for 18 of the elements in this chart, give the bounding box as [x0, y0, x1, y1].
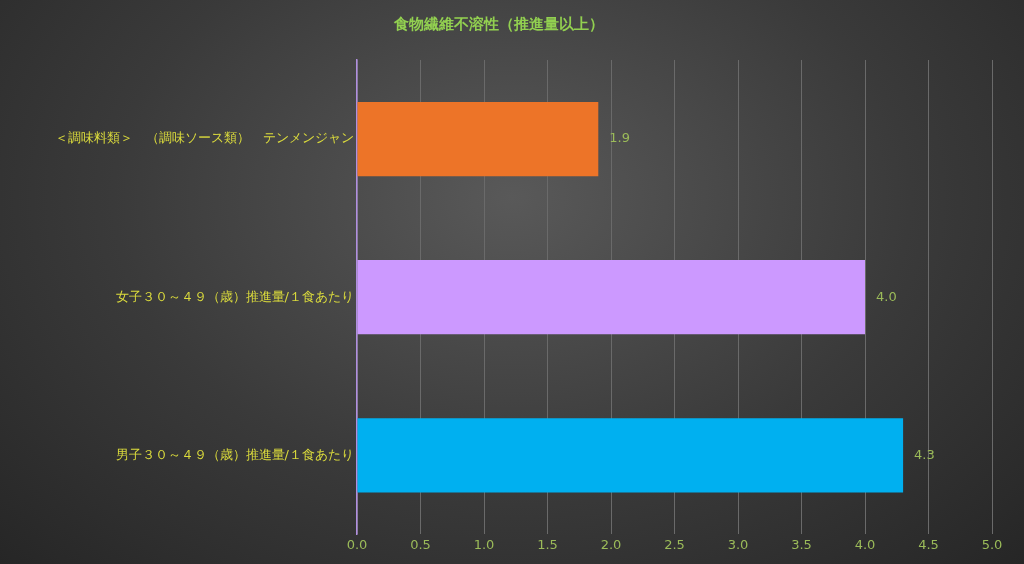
chart-title: 食物繊維不溶性（推進量以上）	[393, 14, 604, 33]
x-tick-label: 5.0	[981, 536, 1003, 552]
x-tick-label: 1.0	[473, 536, 495, 552]
x-tick-label: 4.5	[918, 536, 939, 552]
x-tick-label: 0.5	[410, 536, 431, 552]
x-tick-label: 3.0	[727, 536, 749, 552]
x-tick-label: 1.5	[537, 536, 558, 552]
y-tick-label: 女子３０～４９（歳）推進量/１食あたり	[115, 288, 354, 304]
data-label: 4.3	[914, 446, 935, 462]
x-tick-label: 4.0	[854, 536, 876, 552]
y-tick-label: ＜調味料類＞ （調味ソース類） テンメンジャン	[55, 130, 354, 146]
data-label: 4.0	[876, 288, 897, 304]
x-tick-label: 2.5	[664, 536, 685, 552]
y-tick-label: 男子３０～４９（歳）推進量/１食あたり	[115, 446, 354, 462]
x-tick-label: 2.0	[600, 536, 622, 552]
data-label: 1.9	[609, 130, 630, 146]
x-tick-label: 3.5	[791, 536, 812, 552]
x-tick-label: 0.0	[346, 536, 368, 552]
